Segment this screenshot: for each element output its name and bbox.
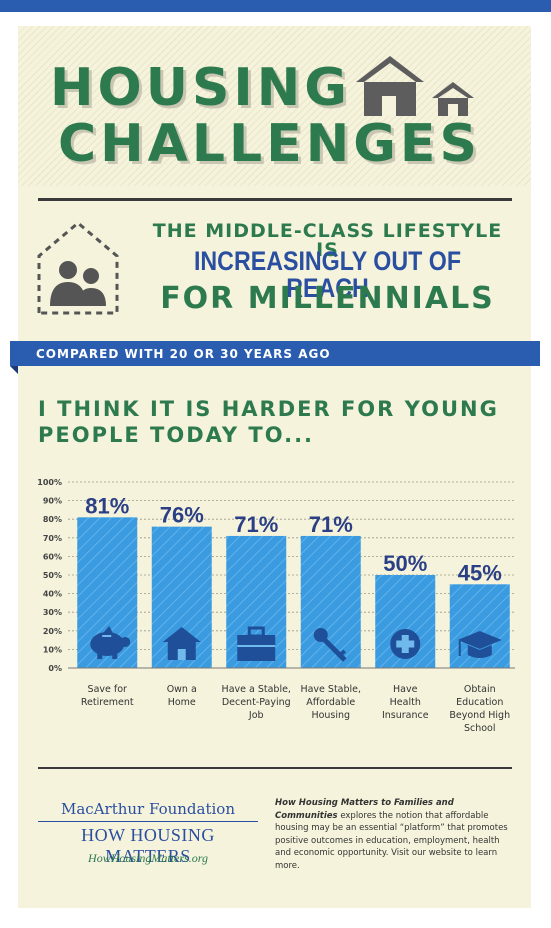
description-body: explores the notion that affordable hous… [275, 810, 508, 871]
banner-fold [10, 366, 18, 374]
house-icon [162, 627, 201, 660]
category-label: Beyond High [449, 710, 510, 721]
category-label: Health [390, 697, 421, 708]
category-label: Save for [88, 684, 127, 695]
title-line-2: CHALLENGES [58, 114, 481, 174]
category-label: Own a [167, 684, 197, 695]
bar-value-label: 76% [160, 503, 204, 528]
category-label: Home [168, 697, 196, 708]
category-label: Affordable [306, 697, 355, 708]
houses-icon [356, 56, 474, 116]
category-label: Retirement [81, 697, 134, 708]
category-label: Housing [311, 710, 350, 721]
briefcase-icon [237, 626, 276, 661]
y-tick-label: 60% [43, 552, 62, 561]
y-tick-label: 80% [43, 515, 62, 524]
piggy-bank-icon [90, 626, 131, 659]
bar-value-label: 71% [309, 512, 353, 537]
footer-description: How Housing Matters to Families and Comm… [275, 797, 515, 872]
health-cross-icon [390, 629, 421, 659]
comparison-banner [10, 341, 540, 366]
footer-rule [38, 767, 512, 769]
section-rule [38, 198, 512, 201]
subtitle-line-1: THE MIDDLE-CLASS LIFESTYLE IS [152, 220, 503, 261]
y-tick-label: 30% [43, 608, 62, 617]
category-label: Obtain [464, 684, 496, 695]
brand-name: HOW HOUSING MATTERS [81, 825, 215, 866]
y-tick-label: 40% [43, 590, 62, 599]
subtitle-line-2: INCREASINGLY OUT OF REACH [193, 246, 462, 303]
people-house-icon [37, 221, 119, 315]
bar-value-label: 45% [458, 560, 502, 585]
banner-text: COMPARED WITH 20 OR 30 YEARS AGO [36, 347, 331, 361]
bar-value-label: 81% [85, 493, 129, 518]
category-label: Insurance [382, 710, 429, 721]
subtitle-line-3: FOR MILLENNIALS [160, 281, 495, 316]
website-url[interactable]: HowHousingMatters.org [88, 851, 208, 865]
y-tick-label: 50% [43, 571, 62, 580]
category-label: Education [456, 697, 503, 708]
org-rule [38, 821, 258, 822]
title-line-1: HOUSING [50, 58, 351, 118]
y-tick-label: 100% [37, 478, 62, 487]
category-label: School [464, 723, 496, 734]
category-label: Have a Stable, [222, 684, 291, 695]
y-tick-label: 90% [43, 497, 62, 506]
category-label: Have Stable, [300, 684, 361, 695]
category-label: Job [248, 710, 264, 721]
top-bar [0, 0, 551, 12]
y-tick-label: 0% [48, 664, 62, 673]
bar-value-label: 50% [383, 551, 427, 576]
category-label: Decent-Paying [222, 697, 291, 708]
org-name: MacArthur Foundation [61, 800, 235, 818]
bar-value-label: 71% [234, 512, 278, 537]
description-title: How Housing Matters to Families and Comm… [275, 798, 454, 821]
bar-chart: 0% 10% 20% 30% 40% 50% 60% 70% 80% 90% 100% 81% Save… [37, 478, 515, 734]
key-icon [313, 628, 347, 662]
y-tick-label: 70% [43, 534, 62, 543]
graduation-cap-icon [457, 631, 502, 658]
y-tick-label: 20% [43, 627, 62, 636]
y-tick-label: 10% [43, 645, 62, 654]
chart-question: I THINK IT IS HARDER FOR YOUNG PEOPLE TO… [38, 397, 499, 447]
category-label: Have [393, 684, 418, 695]
